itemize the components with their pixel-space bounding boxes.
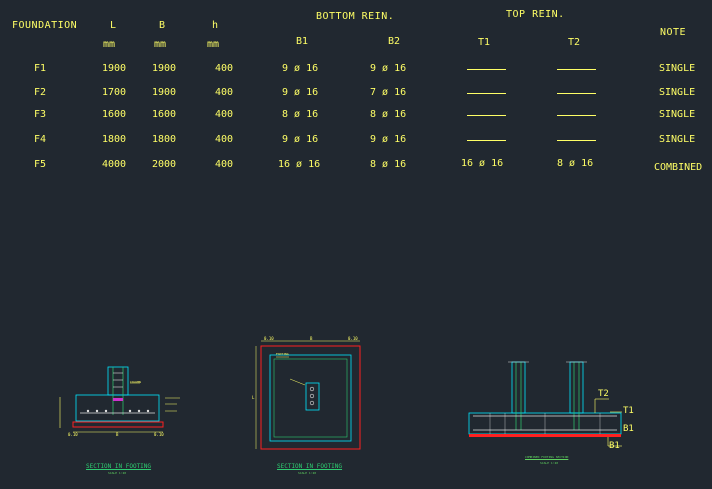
row-f4-id: F4 — [34, 134, 47, 145]
row-f1-b1: 9 ø 16 — [282, 63, 319, 74]
scale-section-footing: SCALE 1:20 — [108, 471, 127, 475]
header-top-rein: TOP REIN. — [506, 9, 565, 20]
row-f5-b: 2000 — [152, 159, 177, 170]
row-f5-id: F5 — [34, 159, 47, 170]
row-f1-l: 1900 — [102, 63, 127, 74]
header-b2: B2 — [388, 36, 401, 47]
row-f5-b2: 8 ø 16 — [370, 159, 407, 170]
row-f4-t2-dash — [557, 140, 596, 141]
label-t2: T2 — [598, 389, 609, 399]
row-f1-id: F1 — [34, 63, 47, 74]
label-footing: FOOTING — [276, 352, 289, 356]
row-f5-t1: 16 ø 16 — [461, 158, 504, 169]
row-f1-h: 400 — [215, 63, 234, 74]
caption-section-footing: SECTION IN FOOTING — [86, 463, 152, 470]
label-b1-lower: B1 — [609, 441, 620, 451]
header-t2: T2 — [568, 37, 581, 48]
header-t1: T1 — [478, 37, 491, 48]
plan-footing-drawing — [255, 340, 361, 450]
header-l: L — [110, 20, 117, 31]
row-f5-note: COMBINED — [654, 162, 703, 173]
row-f5-h: 400 — [215, 159, 234, 170]
row-f2-id: F2 — [34, 87, 47, 98]
row-f2-l: 1700 — [102, 87, 127, 98]
row-f4-h: 400 — [215, 134, 234, 145]
row-f3-t1-dash — [467, 115, 506, 116]
header-b1: B1 — [296, 36, 309, 47]
row-f2-t1-dash — [467, 93, 506, 94]
scale-plan-footing: SCALE 1:20 — [298, 471, 317, 475]
row-f4-l: 1800 — [102, 134, 127, 145]
caption-combined-footing: COMBINED FOOTING SECTION — [525, 455, 569, 459]
row-f1-t1-dash — [467, 69, 506, 70]
row-f3-l: 1600 — [102, 109, 127, 120]
row-f3-t2-dash — [557, 115, 596, 116]
row-f2-t2-dash — [557, 93, 596, 94]
row-f1-b: 1900 — [152, 63, 177, 74]
row-f2-b2: 7 ø 16 — [370, 87, 407, 98]
row-f1-t2-dash — [557, 69, 596, 70]
dim-b-section: B — [116, 432, 119, 437]
combined-footing-drawing — [468, 361, 622, 447]
row-f2-b1: 9 ø 16 — [282, 87, 319, 98]
dim-010-plan-left: 0.10 — [264, 336, 274, 341]
row-f3-note: SINGLE — [659, 109, 696, 120]
header-b: B — [159, 20, 166, 31]
row-f5-l: 4000 — [102, 159, 127, 170]
row-f3-h: 400 — [215, 109, 234, 120]
dim-l-plan: L — [252, 395, 255, 400]
scale-combined-footing: SCALE 1:20 — [540, 461, 559, 465]
dim-010-left: 0.10 — [68, 432, 78, 437]
section-footing-drawing — [59, 366, 180, 433]
label-b1-upper: B1 — [623, 424, 634, 434]
dim-010-right: 0.10 — [154, 432, 164, 437]
label-column: COLUMN — [130, 380, 141, 384]
header-bottom-rein: BOTTOM REIN. — [316, 11, 395, 22]
row-f3-b2: 8 ø 16 — [370, 109, 407, 120]
row-f4-b2: 9 ø 16 — [370, 134, 407, 145]
row-f4-t1-dash — [467, 140, 506, 141]
header-note: NOTE — [660, 27, 687, 38]
row-f5-b1: 16 ø 16 — [278, 159, 321, 170]
row-f1-b2: 9 ø 16 — [370, 63, 407, 74]
row-f1-note: SINGLE — [659, 63, 696, 74]
dim-010-plan-right: 0.10 — [348, 336, 358, 341]
row-f3-b: 1600 — [152, 109, 177, 120]
row-f2-h: 400 — [215, 87, 234, 98]
row-f5-t2: 8 ø 16 — [557, 158, 594, 169]
label-t1: T1 — [623, 406, 634, 416]
unit-h: mm — [207, 39, 220, 50]
row-f2-note: SINGLE — [659, 87, 696, 98]
caption-plan-footing: SECTION IN FOOTING — [277, 463, 343, 470]
row-f3-b1: 8 ø 16 — [282, 109, 319, 120]
unit-b: mm — [154, 39, 167, 50]
row-f4-b1: 9 ø 16 — [282, 134, 319, 145]
row-f3-id: F3 — [34, 109, 47, 120]
row-f4-b: 1800 — [152, 134, 177, 145]
row-f4-note: SINGLE — [659, 134, 696, 145]
dim-b-plan: B — [310, 336, 313, 341]
row-f2-b: 1900 — [152, 87, 177, 98]
header-h: h — [212, 20, 219, 31]
unit-l: mm — [103, 39, 116, 50]
header-foundation: FOUNDATION — [12, 20, 78, 31]
